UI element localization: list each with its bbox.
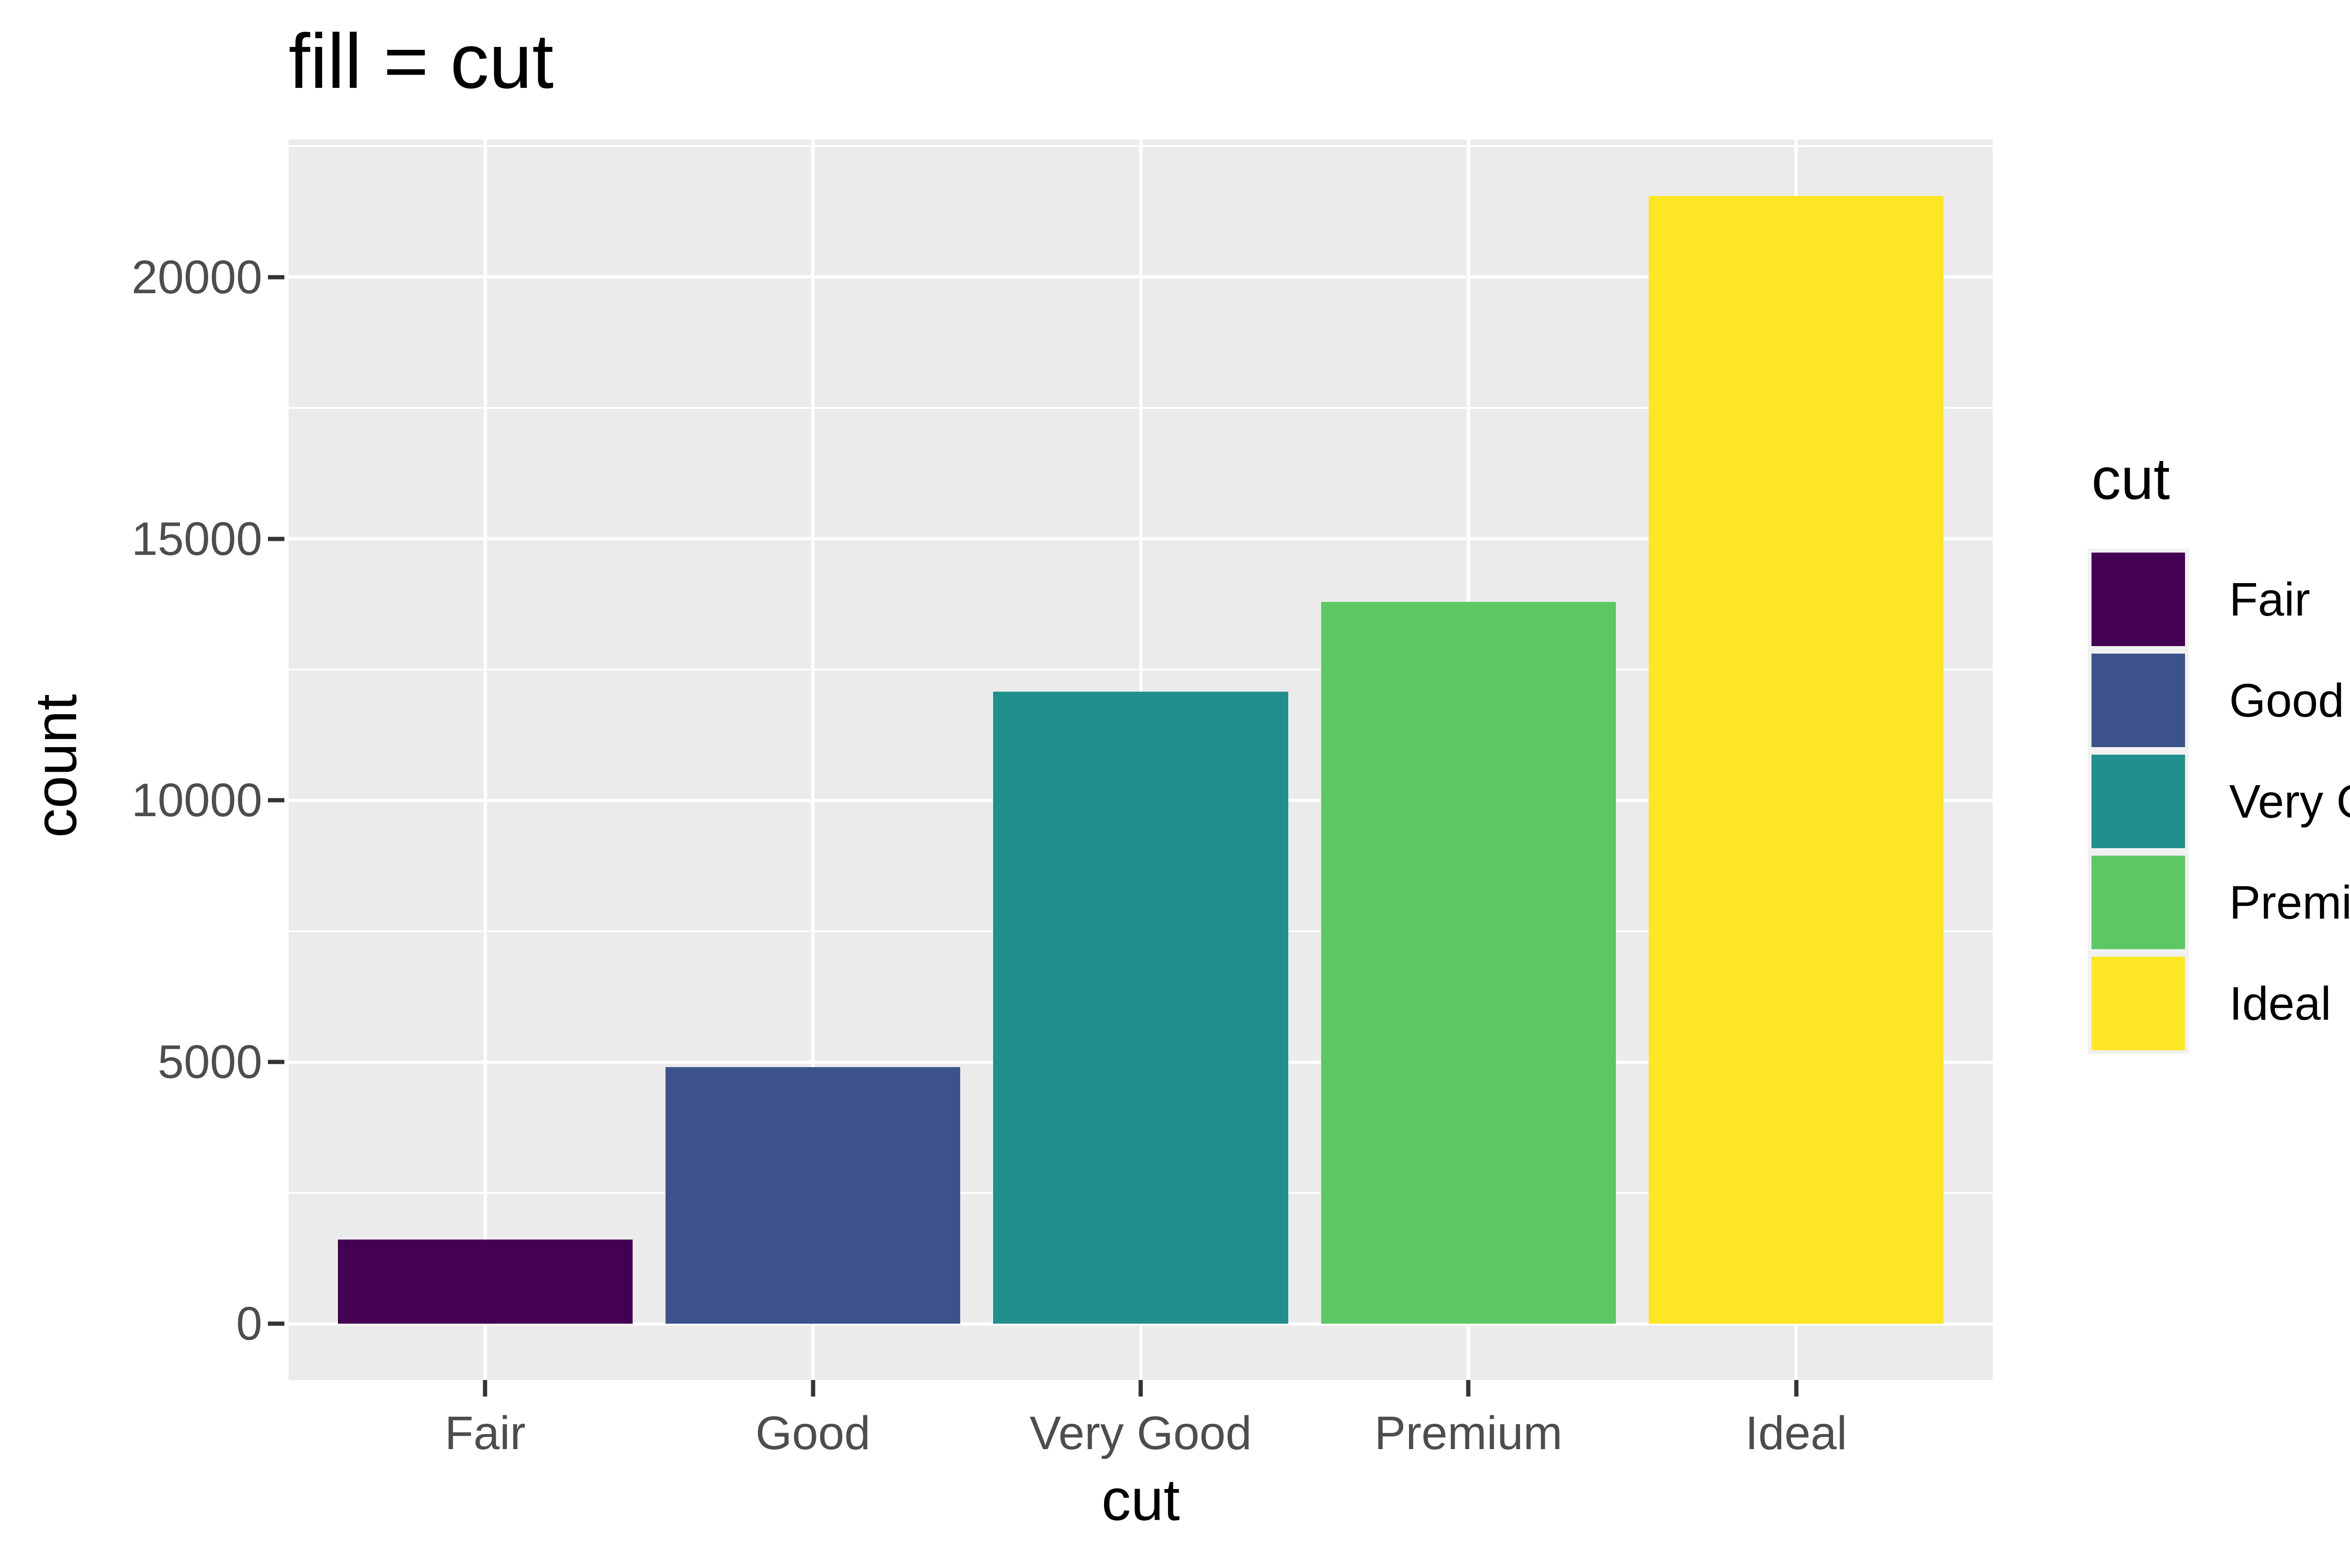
x-tick-label-fair: Fair — [445, 1407, 526, 1459]
bar-fair — [337, 1239, 633, 1324]
legend-swatch-premium — [2092, 856, 2185, 949]
y-tick-20000 — [268, 275, 284, 280]
gridline-x-fair — [483, 140, 487, 1380]
legend-key-fair — [2088, 549, 2189, 650]
x-tick-label-premium: Premium — [1374, 1407, 1563, 1459]
x-tick-label-good: Good — [755, 1407, 871, 1459]
y-tick-label-10000: 10000 — [131, 774, 262, 827]
y-tick-0 — [268, 1321, 284, 1326]
legend-label-good: Good — [2229, 674, 2344, 727]
x-tick-very-good — [1138, 1380, 1143, 1396]
legend-label-ideal: Ideal — [2229, 977, 2331, 1030]
y-tick-label-20000: 20000 — [131, 250, 262, 304]
x-tick-label-ideal: Ideal — [1745, 1407, 1848, 1459]
legend-swatch-fair — [2092, 553, 2185, 646]
legend-label-premium: Premium — [2229, 876, 2350, 929]
legend-title: cut — [2092, 446, 2170, 512]
legend-key-very-good — [2088, 751, 2189, 852]
y-tick-10000 — [268, 798, 284, 803]
legend-key-premium — [2088, 852, 2189, 953]
y-tick-5000 — [268, 1060, 284, 1064]
legend-key-good — [2088, 650, 2189, 751]
plot-panel — [289, 140, 1993, 1380]
y-tick-15000 — [268, 537, 284, 541]
bar-very-good — [993, 691, 1288, 1324]
y-axis-title: count — [24, 694, 89, 838]
legend-swatch-very-good — [2092, 755, 2185, 848]
x-tick-fair — [483, 1380, 487, 1396]
x-axis-title: cut — [1101, 1467, 1180, 1533]
x-tick-premium — [1466, 1380, 1471, 1396]
x-tick-label-very-good: Very Good — [1029, 1407, 1252, 1459]
x-tick-ideal — [1794, 1380, 1799, 1396]
bar-premium — [1321, 602, 1616, 1324]
plot-title: fill = cut — [289, 18, 554, 104]
y-tick-label-15000: 15000 — [131, 512, 262, 565]
y-tick-label-0: 0 — [236, 1297, 262, 1350]
legend-label-fair: Fair — [2229, 573, 2311, 626]
legend-swatch-ideal — [2092, 957, 2185, 1050]
legend-label-very-good: Very Good — [2229, 775, 2350, 828]
legend-key-ideal — [2088, 953, 2189, 1054]
legend-swatch-good — [2092, 654, 2185, 747]
y-tick-label-5000: 5000 — [157, 1036, 262, 1089]
x-tick-good — [811, 1380, 815, 1396]
bar-good — [665, 1067, 961, 1324]
gridline-x-good — [811, 140, 815, 1380]
bar-ideal — [1648, 196, 1944, 1324]
